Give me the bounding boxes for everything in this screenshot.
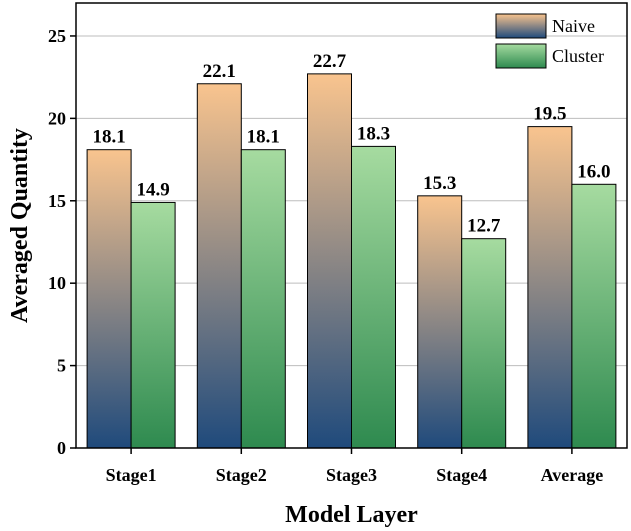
y-tick-label: 15 [48,191,66,211]
data-label-naive-stage3: 22.7 [313,51,347,72]
y-tick-label: 25 [48,26,66,46]
y-tick-label: 10 [48,273,66,293]
data-label-naive-stage2: 22.1 [203,61,236,82]
bar-naive-stage4 [417,195,463,449]
legend-swatch-naive [495,13,547,39]
data-label-cluster-stage2: 18.1 [247,127,280,148]
bar-cluster-stage1 [130,201,176,449]
y-tick-label: 5 [57,356,66,376]
bar-naive-stage1 [86,149,132,449]
bar-cluster-average [571,183,617,449]
bar-cluster-stage3 [351,145,396,449]
data-label-cluster-average: 16.0 [577,161,610,182]
y-tick-label: 0 [57,438,66,458]
data-label-cluster-stage1: 14.9 [136,179,169,200]
legend-swatch-cluster [495,43,547,69]
bar-cluster-stage4 [461,238,507,449]
y-axis-ticks: 0 5 10 15 20 25 [48,26,76,458]
x-tick-label: Average [541,465,604,485]
data-label-naive-stage4: 15.3 [423,173,456,194]
bars [86,73,617,449]
x-tick-label: Stage4 [436,465,487,485]
x-axis-ticks: Stage1 Stage2 Stage3 Stage4 Average [106,448,604,485]
data-label-cluster-stage3: 18.3 [357,123,390,144]
legend-label-cluster: Cluster [552,46,604,66]
data-label-cluster-stage4: 12.7 [467,216,501,237]
bar-naive-stage2 [196,83,242,449]
data-label-naive-average: 19.5 [533,104,566,125]
bar-cluster-stage2 [240,149,286,449]
y-tick-label: 20 [48,108,66,128]
data-labels: 18.1 14.9 22.1 18.1 22.7 18.3 15.3 12.7 19.5 16.0 [92,51,610,237]
y-axis-title: Averaged Quantity [7,128,33,323]
data-label-naive-stage1: 18.1 [92,127,125,148]
x-tick-label: Stage1 [106,465,157,485]
x-axis-title: Model Layer [285,502,418,528]
legend: Naive Cluster [495,13,604,69]
bar-naive-average [527,126,573,449]
legend-label-naive: Naive [552,16,595,36]
x-tick-label: Stage3 [326,465,377,485]
x-tick-label: Stage2 [216,465,267,485]
bar-naive-stage3 [307,73,352,449]
